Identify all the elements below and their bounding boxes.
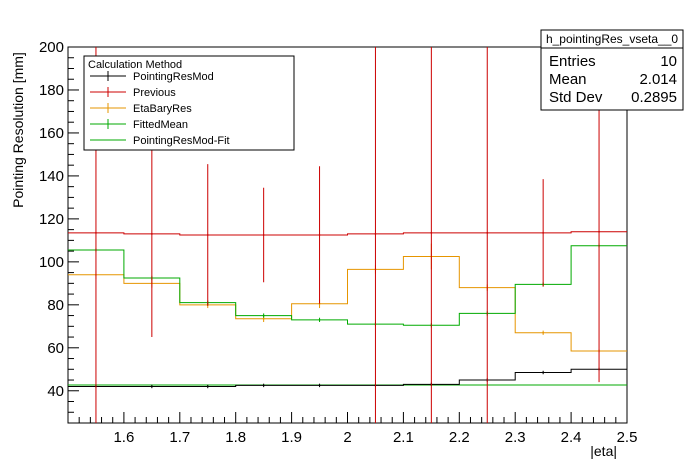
series-fittedmean-point bbox=[262, 314, 265, 317]
series-previous-point bbox=[430, 231, 433, 234]
series-etabaryres-point bbox=[262, 317, 265, 320]
x-tick-label: 1.6 bbox=[113, 429, 134, 446]
series-previous-point bbox=[542, 231, 545, 234]
x-tick-label: 2 bbox=[343, 429, 351, 446]
x-tick-label: 2.5 bbox=[617, 429, 638, 446]
x-tick-label: 1.7 bbox=[169, 429, 190, 446]
stats-name: h_pointingRes_vseta__0 bbox=[546, 32, 678, 46]
series-previous-point bbox=[150, 233, 153, 235]
legend-entry-label: Previous bbox=[133, 87, 176, 99]
series-previous-point bbox=[486, 231, 489, 234]
x-tick-label: 2.1 bbox=[393, 429, 414, 446]
series-pointingresmod-point bbox=[150, 385, 153, 388]
x-tick-label: 2.3 bbox=[505, 429, 526, 446]
x-axis-label: |eta| bbox=[590, 443, 617, 459]
legend-entries: PointingResMod Previous EtaBaryRes FittedMe… bbox=[90, 71, 230, 147]
y-tick-label: 40 bbox=[47, 383, 64, 400]
stats-box: h_pointingRes_vseta__0 Entries 10 Mean 2… bbox=[540, 29, 684, 111]
x-tick-label: 2.2 bbox=[449, 429, 470, 446]
x-tick-label: 1.8 bbox=[225, 429, 246, 446]
legend-title: Calculation Method bbox=[88, 59, 182, 71]
series-previous-point bbox=[206, 234, 209, 236]
stats-mean-label: Mean bbox=[549, 71, 587, 88]
y-tick-label: 80 bbox=[47, 297, 64, 314]
series-pointingresmod-point bbox=[318, 384, 321, 387]
y-tick-label: 100 bbox=[39, 254, 64, 271]
series-fittedmean-point bbox=[318, 318, 321, 321]
series-pointingresmod-point bbox=[262, 384, 265, 387]
legend-entry-label: EtaBaryRes bbox=[133, 103, 192, 115]
series-previous-point bbox=[318, 234, 321, 236]
series-etabaryres-point bbox=[542, 331, 545, 334]
axes: 1.6 1.7 1.8 1.9 2 2.1 2.2 2.3 2.4 2.5 40 60 80 100 120… bbox=[39, 39, 637, 446]
y-axis-label: Pointing Resolution [mm] bbox=[10, 52, 26, 208]
legend-entry-label: FittedMean bbox=[133, 119, 188, 131]
stats-entries-label: Entries bbox=[549, 53, 596, 70]
y-tick-label: 140 bbox=[39, 168, 64, 185]
series-pointingresmod-point bbox=[542, 371, 545, 374]
y-tick-label: 60 bbox=[47, 340, 64, 357]
x-tick-label: 1.9 bbox=[281, 429, 302, 446]
legend-entry-label: PointingResMod-Fit bbox=[133, 135, 230, 147]
legend: Calculation Method PointingResMod Previou… bbox=[83, 55, 295, 151]
series-previous-point bbox=[374, 233, 377, 235]
series-previous-point bbox=[598, 230, 600, 233]
series-fittedmean-steps bbox=[68, 245, 627, 326]
legend-box bbox=[83, 55, 295, 151]
series-layer bbox=[68, 47, 627, 423]
x-tick-label: 2.4 bbox=[561, 429, 582, 446]
legend-entry-label: PointingResMod bbox=[133, 71, 214, 83]
stats-entries-value: 10 bbox=[660, 53, 677, 70]
y-tick-label: 120 bbox=[39, 211, 64, 228]
series-previous-point bbox=[95, 231, 97, 234]
stats-frame bbox=[540, 29, 684, 111]
y-tick-label: 200 bbox=[39, 39, 64, 56]
stats-stddev-value: 0.2895 bbox=[631, 89, 677, 106]
series-pointingresmod-point bbox=[206, 385, 209, 388]
y-tick-label: 180 bbox=[39, 82, 64, 99]
series-previous-point bbox=[262, 234, 265, 236]
y-tick-label: 160 bbox=[39, 125, 64, 142]
stats-stddev-label: Std Dev bbox=[549, 89, 603, 106]
stats-mean-value: 2.014 bbox=[639, 71, 677, 88]
